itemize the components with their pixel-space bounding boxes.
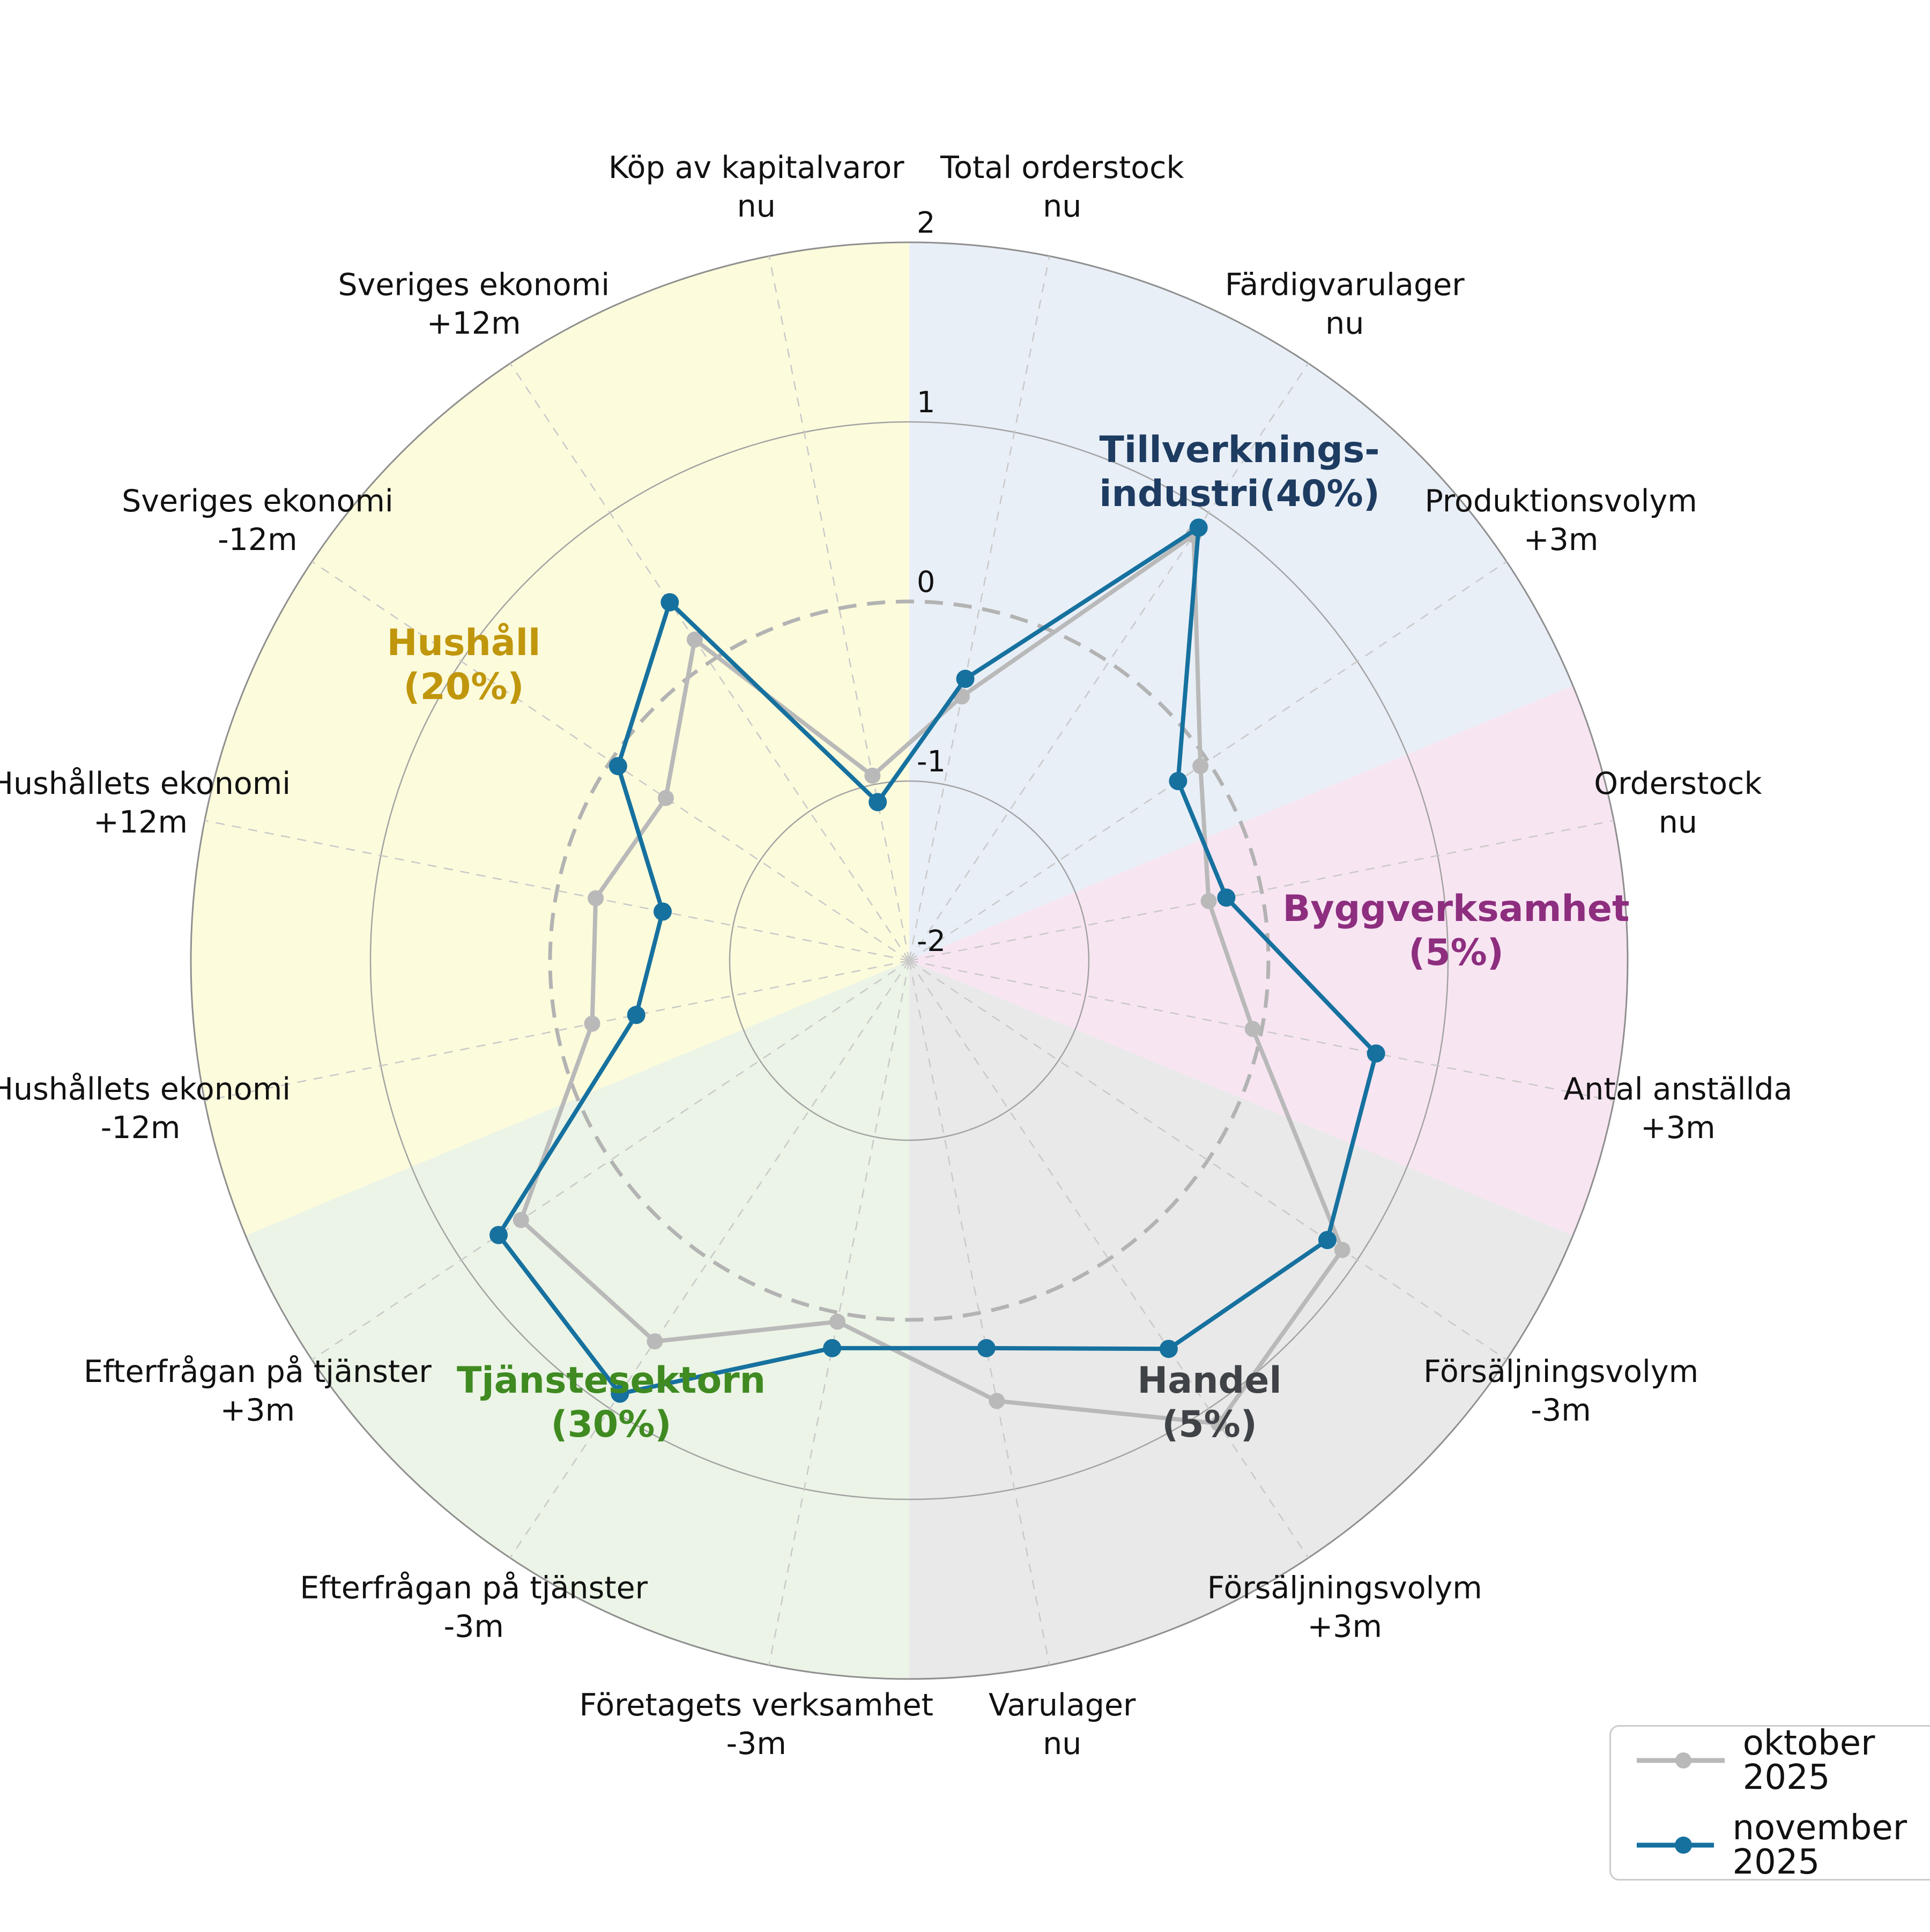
oktober-line-marker-icon [1637,1752,1725,1768]
legend: oktober 2025 november 2025 [1609,1725,1930,1881]
spoke-f-rdigvarulager-nu [908,363,1309,961]
axis-label-produktionsvolym-3m: Produktionsvolym +3m [1424,484,1697,558]
november-line-marker-icon [1637,1837,1714,1854]
point-november-2025-varulager-nu [977,1339,996,1357]
point-november-2025-f-rdigvarulager-nu [1189,518,1208,537]
axis-label-orderstock-nu: Orderstock nu [1594,766,1762,840]
point-november-2025-sveriges-ekonomi-12m [660,593,679,612]
point-november-2025-hush-llets-ekonomi-12m [654,902,672,921]
axis-label-f-rdigvarulager-nu: Färdigvarulager nu [1225,267,1465,341]
sector-label-handel: Handel (5%) [1137,1359,1281,1446]
spoke-f-retagets-verksamhet-3m [768,960,910,1666]
point-november-2025-antal-anst-llda-3m [1367,1044,1385,1063]
grid-ring-2 [190,241,1629,1680]
axis-label-efterfr-gan-p-tj-nster-3m: Efterfrågan på tjänster +3m [84,1354,432,1428]
point-november-2025-orderstock-nu [1217,888,1236,907]
sector-label-tillverknings: Tillverknings-industri(40%) [1099,429,1380,515]
radial-tick--1: -1 [917,745,946,778]
sector-label-byggverksamhet: Byggverksamhet (5%) [1283,888,1630,974]
point-oktober-2025-f-retagets-verksamhet-3m [829,1313,846,1330]
axis-label-antal-anst-llda-3m: Antal anställda +3m [1563,1072,1792,1146]
sector-wedge-tj-nstesektorn [246,961,909,1679]
radial-tick--2: -2 [917,924,946,958]
zero-ring [548,599,1271,1322]
sector-wedge-handel [909,961,1573,1679]
point-november-2025-produktionsvolym-3m [1169,771,1187,790]
spoke-efterfr-gan-p-tj-nster-3m [509,960,910,1558]
legend-label-november: november 2025 [1732,1808,1907,1882]
spoke-antal-anst-llda-3m [909,960,1614,1102]
point-oktober-2025-f-rs-ljningsvolym-3m [1334,1242,1350,1258]
point-november-2025-total-orderstock-nu [956,670,975,688]
axis-label-sveriges-ekonomi-12m: Sveriges ekonomi +12m [338,267,610,341]
point-oktober-2025-hush-llets-ekonomi-12m [588,890,604,906]
axis-label-varulager-nu: Varulager nu [989,1688,1136,1762]
grid-ring-1 [369,421,1449,1500]
spoke-hush-llets-ekonomi-12m [204,960,910,1102]
point-november-2025-efterfr-gan-p-tj-nster-3m [611,1384,629,1403]
sector-wedge-tillverknings [909,242,1573,961]
point-oktober-2025-sveriges-ekonomi-12m [686,631,703,648]
grid-ring--1 [729,780,1090,1141]
spoke-varulager-nu [908,960,1050,1666]
point-november-2025-efterfr-gan-p-tj-nster-3m [489,1225,508,1244]
spoke-orderstock-nu [909,820,1614,962]
radial-tick-2: 2 [917,206,935,240]
axis-label-hush-llets-ekonomi-12m: Hushållets ekonomi -12m [0,1072,291,1146]
radial-tick-1: 1 [917,385,935,419]
axis-label-sveriges-ekonomi-12m: Sveriges ekonomi -12m [122,484,394,558]
point-oktober-2025-efterfr-gan-p-tj-nster-3m [647,1333,663,1350]
point-oktober-2025-sveriges-ekonomi-12m [657,790,674,806]
spoke-total-orderstock-nu [908,256,1050,961]
axis-label-f-rs-ljningsvolym-3m: Försäljningsvolym +3m [1207,1571,1482,1645]
point-oktober-2025-antal-anst-llda-3m [1244,1021,1261,1037]
spoke-k-p-av-kapitalvaror-nu [768,256,910,961]
point-oktober-2025-varulager-nu [989,1393,1005,1409]
point-november-2025-f-retagets-verksamhet-3m [823,1339,842,1357]
legend-item-oktober: oktober 2025 [1634,1726,1930,1795]
point-oktober-2025-produktionsvolym-3m [1192,758,1209,775]
spoke-sveriges-ekonomi-12m [311,561,910,962]
axis-label-k-p-av-kapitalvaror-nu: Köp av kapitalvaror nu [608,150,904,224]
axis-label-f-rs-ljningsvolym-3m: Försäljningsvolym -3m [1423,1354,1698,1428]
point-oktober-2025-efterfr-gan-p-tj-nster-3m [513,1212,529,1228]
axis-label-total-orderstock-nu: Total orderstock nu [940,150,1184,224]
point-oktober-2025-f-rs-ljningsvolym-3m [1210,1415,1227,1432]
point-november-2025-f-rs-ljningsvolym-3m [1159,1340,1178,1358]
legend-label-oktober: oktober 2025 [1742,1723,1875,1797]
point-november-2025-sveriges-ekonomi-12m [608,757,627,776]
axis-label-efterfr-gan-p-tj-nster-3m: Efterfrågan på tjänster -3m [300,1571,648,1645]
point-november-2025-f-rs-ljningsvolym-3m [1318,1231,1337,1250]
radial-tick-0: 0 [917,565,935,599]
spoke-sveriges-ekonomi-12m [509,363,910,961]
sector-label-tj-nstesektorn: Tjänstesektorn (30%) [457,1359,766,1446]
spoke-f-rs-ljningsvolym-3m [909,960,1507,1361]
point-oktober-2025-hush-llets-ekonomi-12m [584,1015,600,1032]
point-november-2025-hush-llets-ekonomi-12m [627,1006,645,1024]
spoke-efterfr-gan-p-tj-nster-3m [311,960,910,1361]
spoke-f-rs-ljningsvolym-3m [908,960,1309,1558]
point-november-2025-k-p-av-kapitalvaror-nu [868,793,887,812]
point-oktober-2025-orderstock-nu [1200,893,1217,909]
axis-label-hush-llets-ekonomi-12m: Hushållets ekonomi +12m [0,766,291,840]
legend-item-november: november 2025 [1634,1811,1930,1879]
point-oktober-2025-k-p-av-kapitalvaror-nu [864,768,881,784]
spoke-hush-llets-ekonomi-12m [204,820,910,962]
axis-label-f-retagets-verksamhet-3m: Företagets verksamhet -3m [580,1688,934,1762]
spoke-produktionsvolym-3m [909,561,1507,962]
sector-label-hush-ll: Hushåll (20%) [387,622,541,708]
